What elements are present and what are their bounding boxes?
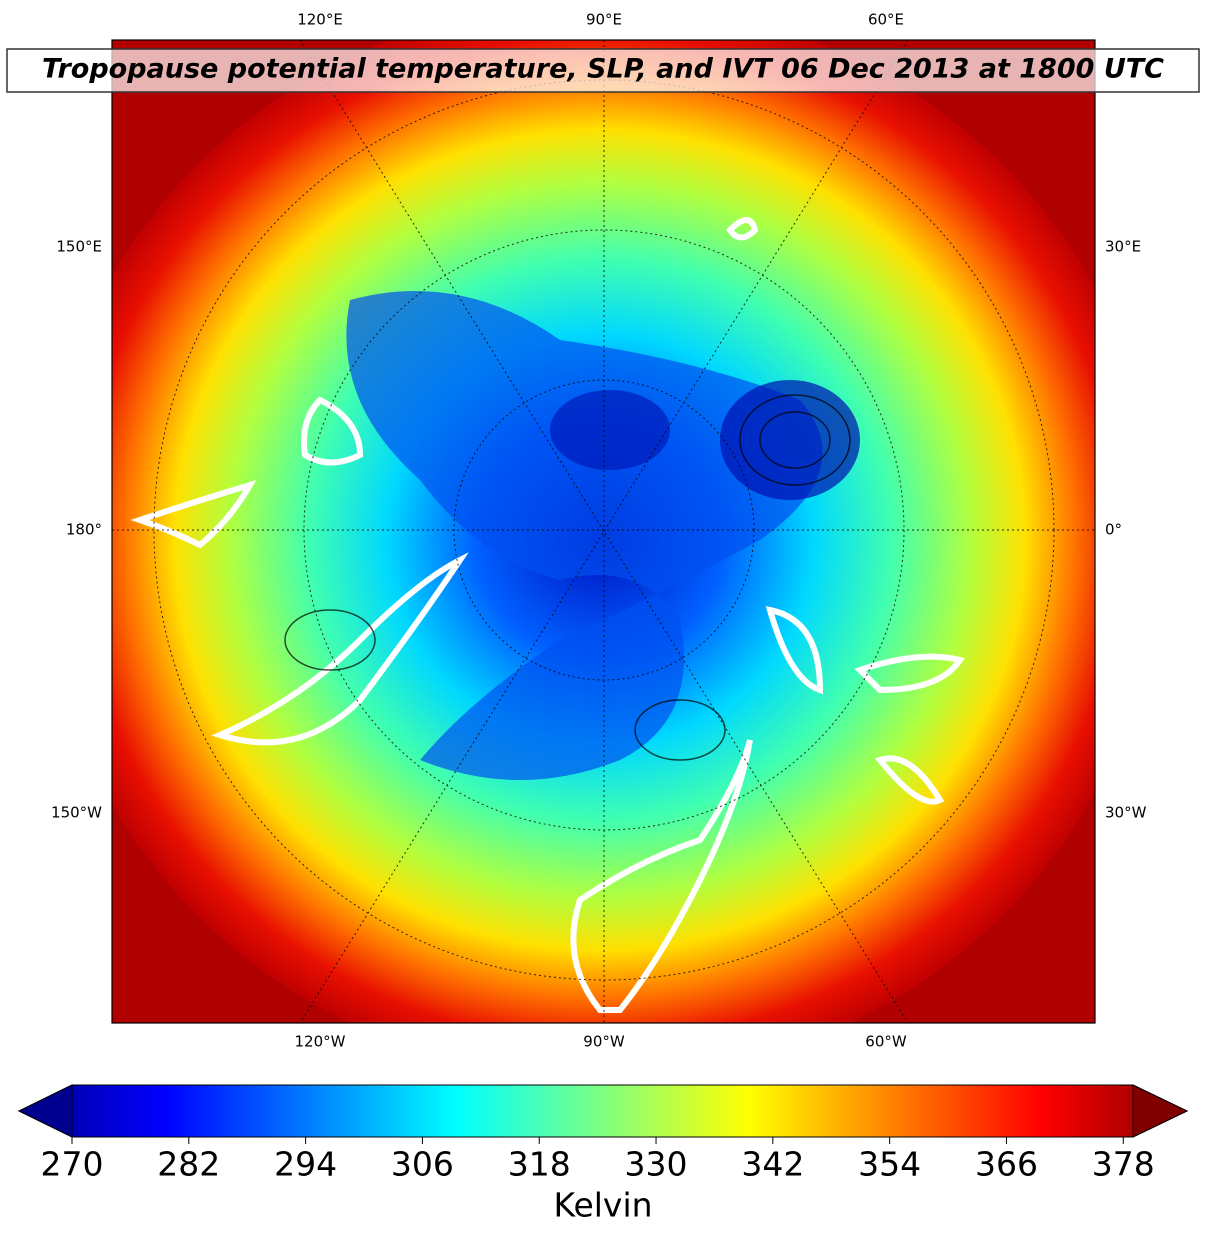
colorbar-label: Kelvin [553, 1186, 652, 1225]
colorbar-tick-label: 366 [975, 1145, 1038, 1184]
colorbar: 270 282 294 306 318 330 342 354 366 378 [17, 1084, 1189, 1184]
left-label: 150°W [51, 804, 102, 822]
colorbar-tick-label: 282 [157, 1145, 220, 1184]
colorbar-tick-label: 270 [41, 1145, 104, 1184]
right-label: 30°W [1105, 804, 1147, 822]
bottom-label: 120°W [295, 1033, 346, 1051]
bottom-label: 90°W [583, 1033, 625, 1051]
right-label: 30°E [1105, 238, 1141, 256]
map-title: Tropopause potential temperature, SLP, a… [42, 54, 1164, 85]
title-box [6, 48, 1200, 93]
left-label: 180° [66, 521, 102, 539]
colorbar-tick-label: 318 [508, 1145, 571, 1184]
colorbar-tick-label: 330 [625, 1145, 688, 1184]
map-field [112, 40, 1095, 1023]
colorbar-tick-label: 294 [274, 1145, 337, 1184]
top-label: 120°E [297, 11, 343, 29]
colorbar-tick-label: 306 [391, 1145, 454, 1184]
top-label: 60°E [868, 11, 904, 29]
bottom-label: 60°W [865, 1033, 907, 1051]
colorbar-tick-label: 378 [1092, 1145, 1155, 1184]
graticule-labels: 120°E 90°E 60°E 120°W 90°W 60°W 150°E 180° 150°W… [51, 11, 1147, 1051]
map-frame [111, 39, 1096, 1024]
left-label: 150°E [56, 238, 102, 256]
colorbar-tick-label: 342 [741, 1145, 804, 1184]
right-label: 0° [1105, 521, 1122, 539]
top-label: 90°E [586, 11, 622, 29]
colorbar-tick-label: 354 [858, 1145, 921, 1184]
